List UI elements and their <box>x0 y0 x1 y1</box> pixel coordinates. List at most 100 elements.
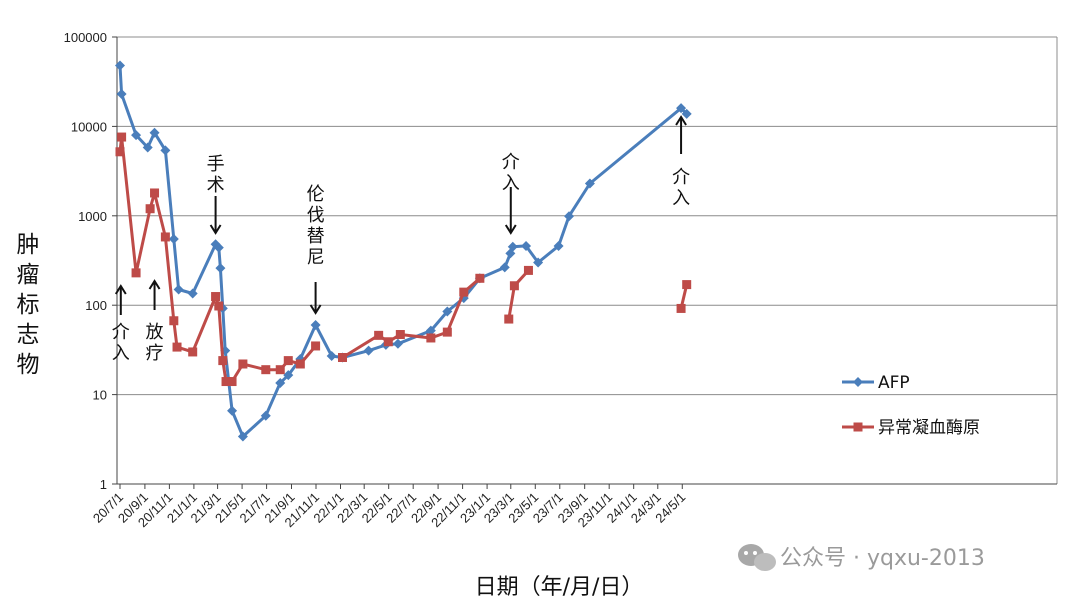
data-point <box>395 330 405 340</box>
data-point <box>131 130 142 141</box>
data-point <box>275 365 285 375</box>
data-point <box>509 281 519 291</box>
x-axis-label: 日期（年/月/日） <box>475 575 644 600</box>
data-point <box>523 265 533 275</box>
wechat-icon <box>738 544 776 571</box>
annotation-arrow-head <box>114 284 127 295</box>
data-point <box>168 234 179 245</box>
annotation-char: 伦 <box>307 184 325 205</box>
data-point <box>150 188 160 198</box>
y-axis-label-char: 物 <box>17 352 40 378</box>
annotation-char: 疗 <box>146 343 164 364</box>
data-point <box>533 257 544 268</box>
data-point <box>326 351 337 362</box>
legend-label: 异常凝血酶原 <box>878 418 980 438</box>
data-point <box>160 232 170 242</box>
y-tick-label: 100 <box>85 298 107 313</box>
data-point <box>187 288 198 299</box>
annotation-char: 入 <box>502 173 520 194</box>
data-point <box>499 262 510 273</box>
data-point <box>172 342 182 352</box>
data-point <box>553 240 564 251</box>
data-point <box>564 211 575 222</box>
data-point <box>260 410 271 421</box>
data-point <box>131 268 141 278</box>
data-point <box>173 284 184 295</box>
data-point <box>363 345 374 356</box>
data-point <box>211 292 221 302</box>
data-point <box>227 405 238 416</box>
legend-entry: AFP <box>842 373 910 393</box>
data-point <box>275 377 286 388</box>
annotation-arrow-head <box>504 224 517 235</box>
watermark: 公众号 · yqxu-2013 <box>738 544 985 571</box>
annotation-char: 尼 <box>307 247 325 268</box>
data-point <box>383 337 393 347</box>
data-point <box>676 303 686 313</box>
data-point <box>218 356 228 366</box>
annotation-4: 介入 <box>502 152 520 235</box>
data-point <box>283 356 293 366</box>
data-point <box>425 325 436 336</box>
annotation-arrow-head <box>309 304 322 315</box>
y-axis-label-char: 瘤 <box>17 262 40 288</box>
y-axis-label-char: 标 <box>17 292 40 318</box>
data-point <box>188 347 198 357</box>
annotation-char: 介 <box>502 152 520 173</box>
data-point <box>160 145 171 156</box>
data-point <box>459 287 469 297</box>
annotation-0: 介入 <box>112 284 130 364</box>
annotation-arrow-head <box>675 115 687 126</box>
annotation-char: 入 <box>112 343 130 364</box>
data-point <box>507 241 518 252</box>
annotation-char: 入 <box>672 188 690 209</box>
data-point <box>311 341 321 351</box>
data-point <box>283 370 294 381</box>
y-axis-label: 肿瘤标志物 <box>17 232 40 378</box>
series-pivka <box>115 132 692 387</box>
legend-marker <box>853 422 863 432</box>
data-point <box>115 60 125 71</box>
data-point <box>392 338 403 349</box>
series-line <box>118 65 688 438</box>
data-point <box>117 132 127 142</box>
y-tick-label: 1 <box>100 477 107 492</box>
legend-label: AFP <box>878 373 910 393</box>
y-tick-label: 10000 <box>71 119 107 134</box>
data-point <box>221 377 231 387</box>
data-point <box>237 431 248 442</box>
data-point <box>116 89 127 100</box>
data-point <box>145 204 155 214</box>
data-point <box>295 359 305 369</box>
legend: AFP 异常凝血酶原 <box>842 373 980 438</box>
data-point <box>374 330 384 340</box>
watermark-text: 公众号 · yqxu-2013 <box>780 546 985 571</box>
data-point <box>169 316 179 326</box>
data-point <box>149 127 160 138</box>
legend-entry: 异常凝血酶原 <box>842 418 980 438</box>
legend-marker <box>853 377 863 387</box>
annotation-arrow-head <box>209 224 222 235</box>
data-point <box>504 314 514 324</box>
y-axis-label-char: 肿 <box>17 232 40 258</box>
data-point <box>676 103 687 114</box>
data-point <box>681 108 692 119</box>
data-point <box>338 353 348 363</box>
data-point <box>213 242 224 253</box>
annotation-char: 放 <box>146 322 164 343</box>
data-point <box>426 333 436 343</box>
annotation-char: 术 <box>207 175 225 196</box>
annotation-arrow-head <box>148 279 161 290</box>
annotation-char: 伐 <box>307 205 325 226</box>
data-point <box>115 147 125 157</box>
data-point <box>214 301 224 311</box>
data-point <box>475 273 485 283</box>
y-axis-label-char: 志 <box>17 322 40 348</box>
data-point <box>521 240 532 251</box>
annotation-char: 介 <box>112 322 130 343</box>
data-point <box>682 280 692 290</box>
